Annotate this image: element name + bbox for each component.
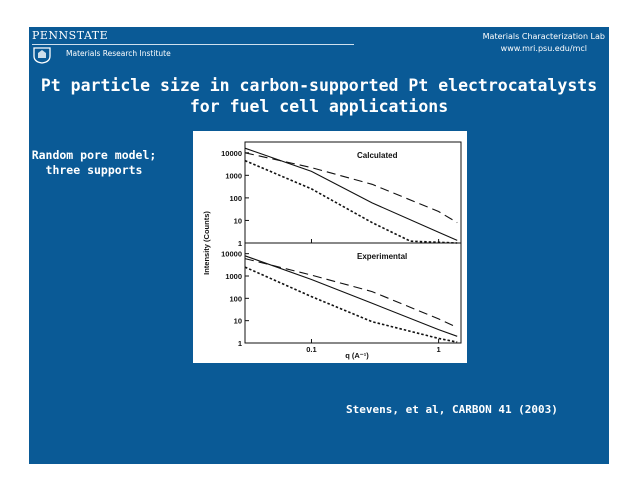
panel-frame — [244, 242, 462, 344]
y-tick-label: 100 — [229, 294, 242, 303]
figure-panel: 10000 1000 100 10 1 Calculated 10000 1000 100 10 1… — [193, 131, 467, 363]
side-note: Random pore model; three supports — [29, 148, 159, 178]
saxs-chart: 10000 1000 100 10 1 Calculated 10000 1000 100 10 1… — [202, 141, 462, 360]
panel-label: Calculated — [357, 151, 398, 160]
series-line-dotted — [244, 266, 458, 343]
series-line-dashed — [244, 258, 458, 328]
title-line-1: Pt particle size in carbon-supported Pt … — [40, 76, 598, 95]
series-line-solid — [244, 147, 458, 241]
title-line-2: for fuel cell applications — [189, 97, 449, 116]
institute-name: Materials Research Institute — [66, 49, 171, 58]
lab-info: Materials Characterization Lab www.mri.p… — [483, 31, 605, 55]
citation: Stevens, et al, CARBON 41 (2003) — [346, 403, 558, 416]
series-line-dashed — [244, 152, 458, 224]
penn-state-logo: PENNSTATE Materials Research Institute — [32, 29, 354, 64]
side-note-line-2: three supports — [45, 163, 143, 177]
x-tick-label: 0.1 — [306, 345, 316, 354]
y-tick-label: 10000 — [221, 250, 242, 259]
x-tick-label: 1 — [437, 345, 441, 354]
y-tick-label: 1000 — [225, 272, 242, 281]
y-axis-label: Intensity (Counts) — [202, 211, 211, 275]
y-tick-label: 10 — [234, 216, 242, 225]
y-tick-label: 1 — [238, 239, 242, 248]
y-tick-label: 10000 — [221, 149, 242, 158]
y-tick-label: 1000 — [225, 171, 242, 180]
series-line-solid — [244, 255, 458, 337]
x-axis-label: q (A⁻¹) — [345, 351, 369, 360]
lab-url[interactable]: www.mri.psu.edu/mcl — [500, 44, 587, 53]
lab-name: Materials Characterization Lab — [482, 32, 605, 41]
slide: PENNSTATE Materials Research Institute M… — [29, 27, 609, 464]
y-tick-label: 1 — [238, 339, 242, 348]
slide-title: Pt particle size in carbon-supported Pt … — [29, 75, 609, 117]
y-tick-label: 100 — [229, 194, 242, 203]
y-tick-label: 10 — [234, 317, 242, 326]
shield-icon — [33, 47, 51, 64]
header-rule — [32, 44, 354, 45]
series-line-dotted — [244, 159, 458, 244]
panel-label: Experimental — [357, 252, 407, 261]
logo-wordmark: PENNSTATE — [32, 29, 109, 42]
side-note-line-1: Random pore model; — [31, 148, 157, 162]
